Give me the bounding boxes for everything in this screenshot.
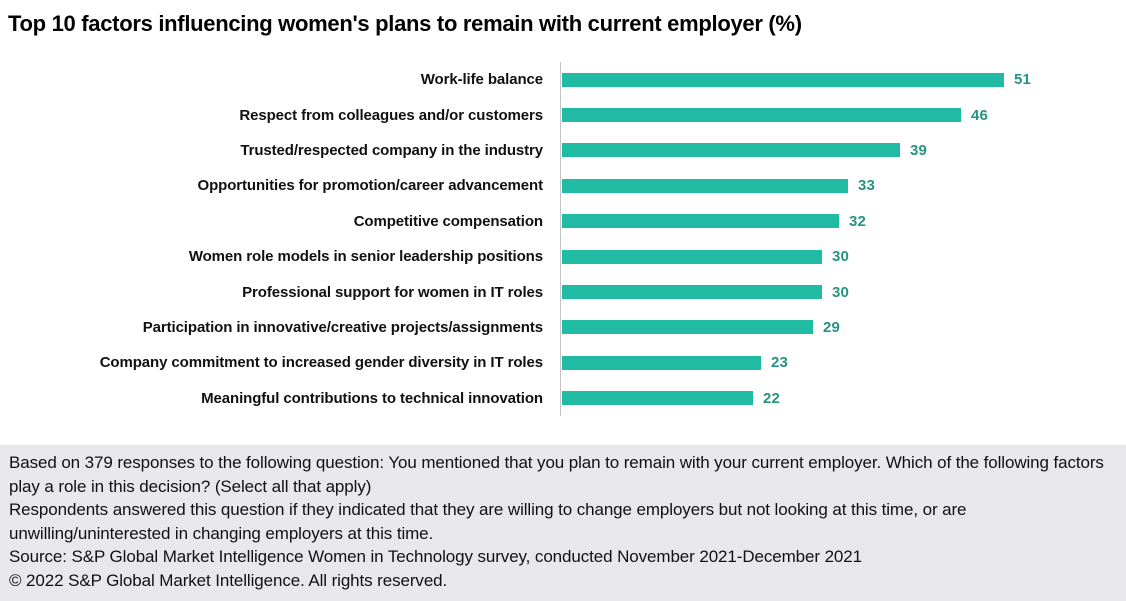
category-label: Participation in innovative/creative pro… (142, 318, 543, 336)
category-label: Professional support for women in IT rol… (242, 283, 543, 301)
category-label: Competitive compensation (353, 212, 543, 230)
bar (562, 178, 848, 193)
bar (562, 214, 839, 229)
footnote-source: Source: S&P Global Market Intelligence W… (9, 547, 862, 566)
bar (562, 285, 822, 300)
bar-row: Trusted/respected company in the industr… (0, 132, 1126, 169)
chart-title: Top 10 factors influencing women's plans… (8, 11, 802, 36)
bar-row: Respect from colleagues and/or customers… (0, 97, 1126, 133)
footnote-respondents: Respondents answered this question if th… (9, 500, 967, 543)
bar-row: Company commitment to increased gender d… (0, 345, 1126, 381)
footnote-basis: Based on 379 responses to the following … (9, 453, 1104, 496)
value-label: 51 (1014, 71, 1032, 89)
footnote-copyright: © 2022 S&P Global Market Intelligence. A… (9, 570, 448, 590)
value-label: 39 (910, 141, 928, 159)
category-label: Respect from colleagues and/or customers (239, 106, 543, 124)
category-label: Women role models in senior leadership p… (188, 248, 543, 266)
bar-row: Competitive compensation 32 (0, 203, 1126, 239)
bar-row: Opportunities for promotion/career advan… (0, 168, 1126, 204)
bar-row: Work-life balance 51 (0, 62, 1126, 98)
bar-cell: 46 (560, 97, 1126, 133)
chart-footnote: Based on 379 responses to the following … (0, 445, 1126, 601)
value-label: 29 (823, 318, 841, 336)
bar (562, 391, 753, 406)
bar-cell: 29 (560, 309, 1126, 346)
category-label: Company commitment to increased gender d… (99, 354, 543, 372)
category-label: Meaningful contributions to technical in… (201, 389, 543, 407)
bar (562, 72, 1004, 87)
bar-cell: 30 (560, 238, 1126, 275)
bar (562, 249, 822, 264)
bar (562, 143, 900, 158)
bar-cell: 33 (560, 168, 1126, 204)
value-label: 23 (771, 354, 789, 372)
bar-cell: 23 (560, 345, 1126, 381)
bar-row: Meaningful contributions to technical in… (0, 380, 1126, 416)
value-label: 30 (832, 248, 850, 266)
category-label: Trusted/respected company in the industr… (240, 141, 543, 159)
bar (562, 108, 961, 123)
category-label: Work-life balance (420, 71, 543, 89)
bar-row: Participation in innovative/creative pro… (0, 309, 1126, 346)
value-label: 30 (832, 283, 850, 301)
value-label: 22 (763, 389, 781, 407)
value-label: 46 (971, 106, 989, 124)
value-label: 33 (858, 177, 876, 195)
bar-cell: 30 (560, 274, 1126, 310)
bar (562, 355, 761, 370)
bar-cell: 32 (560, 203, 1126, 239)
value-label: 32 (849, 212, 867, 230)
bar (562, 320, 813, 335)
bar-cell: 51 (560, 62, 1126, 98)
bar-chart: Work-life balance 51 Respect from colleagu… (0, 62, 1126, 416)
bar-row: Women role models in senior leadership p… (0, 238, 1126, 275)
bar-cell: 22 (560, 380, 1126, 416)
bar-row: Professional support for women in IT rol… (0, 274, 1126, 310)
category-label: Opportunities for promotion/career advan… (197, 177, 544, 195)
bar-cell: 39 (560, 132, 1126, 169)
